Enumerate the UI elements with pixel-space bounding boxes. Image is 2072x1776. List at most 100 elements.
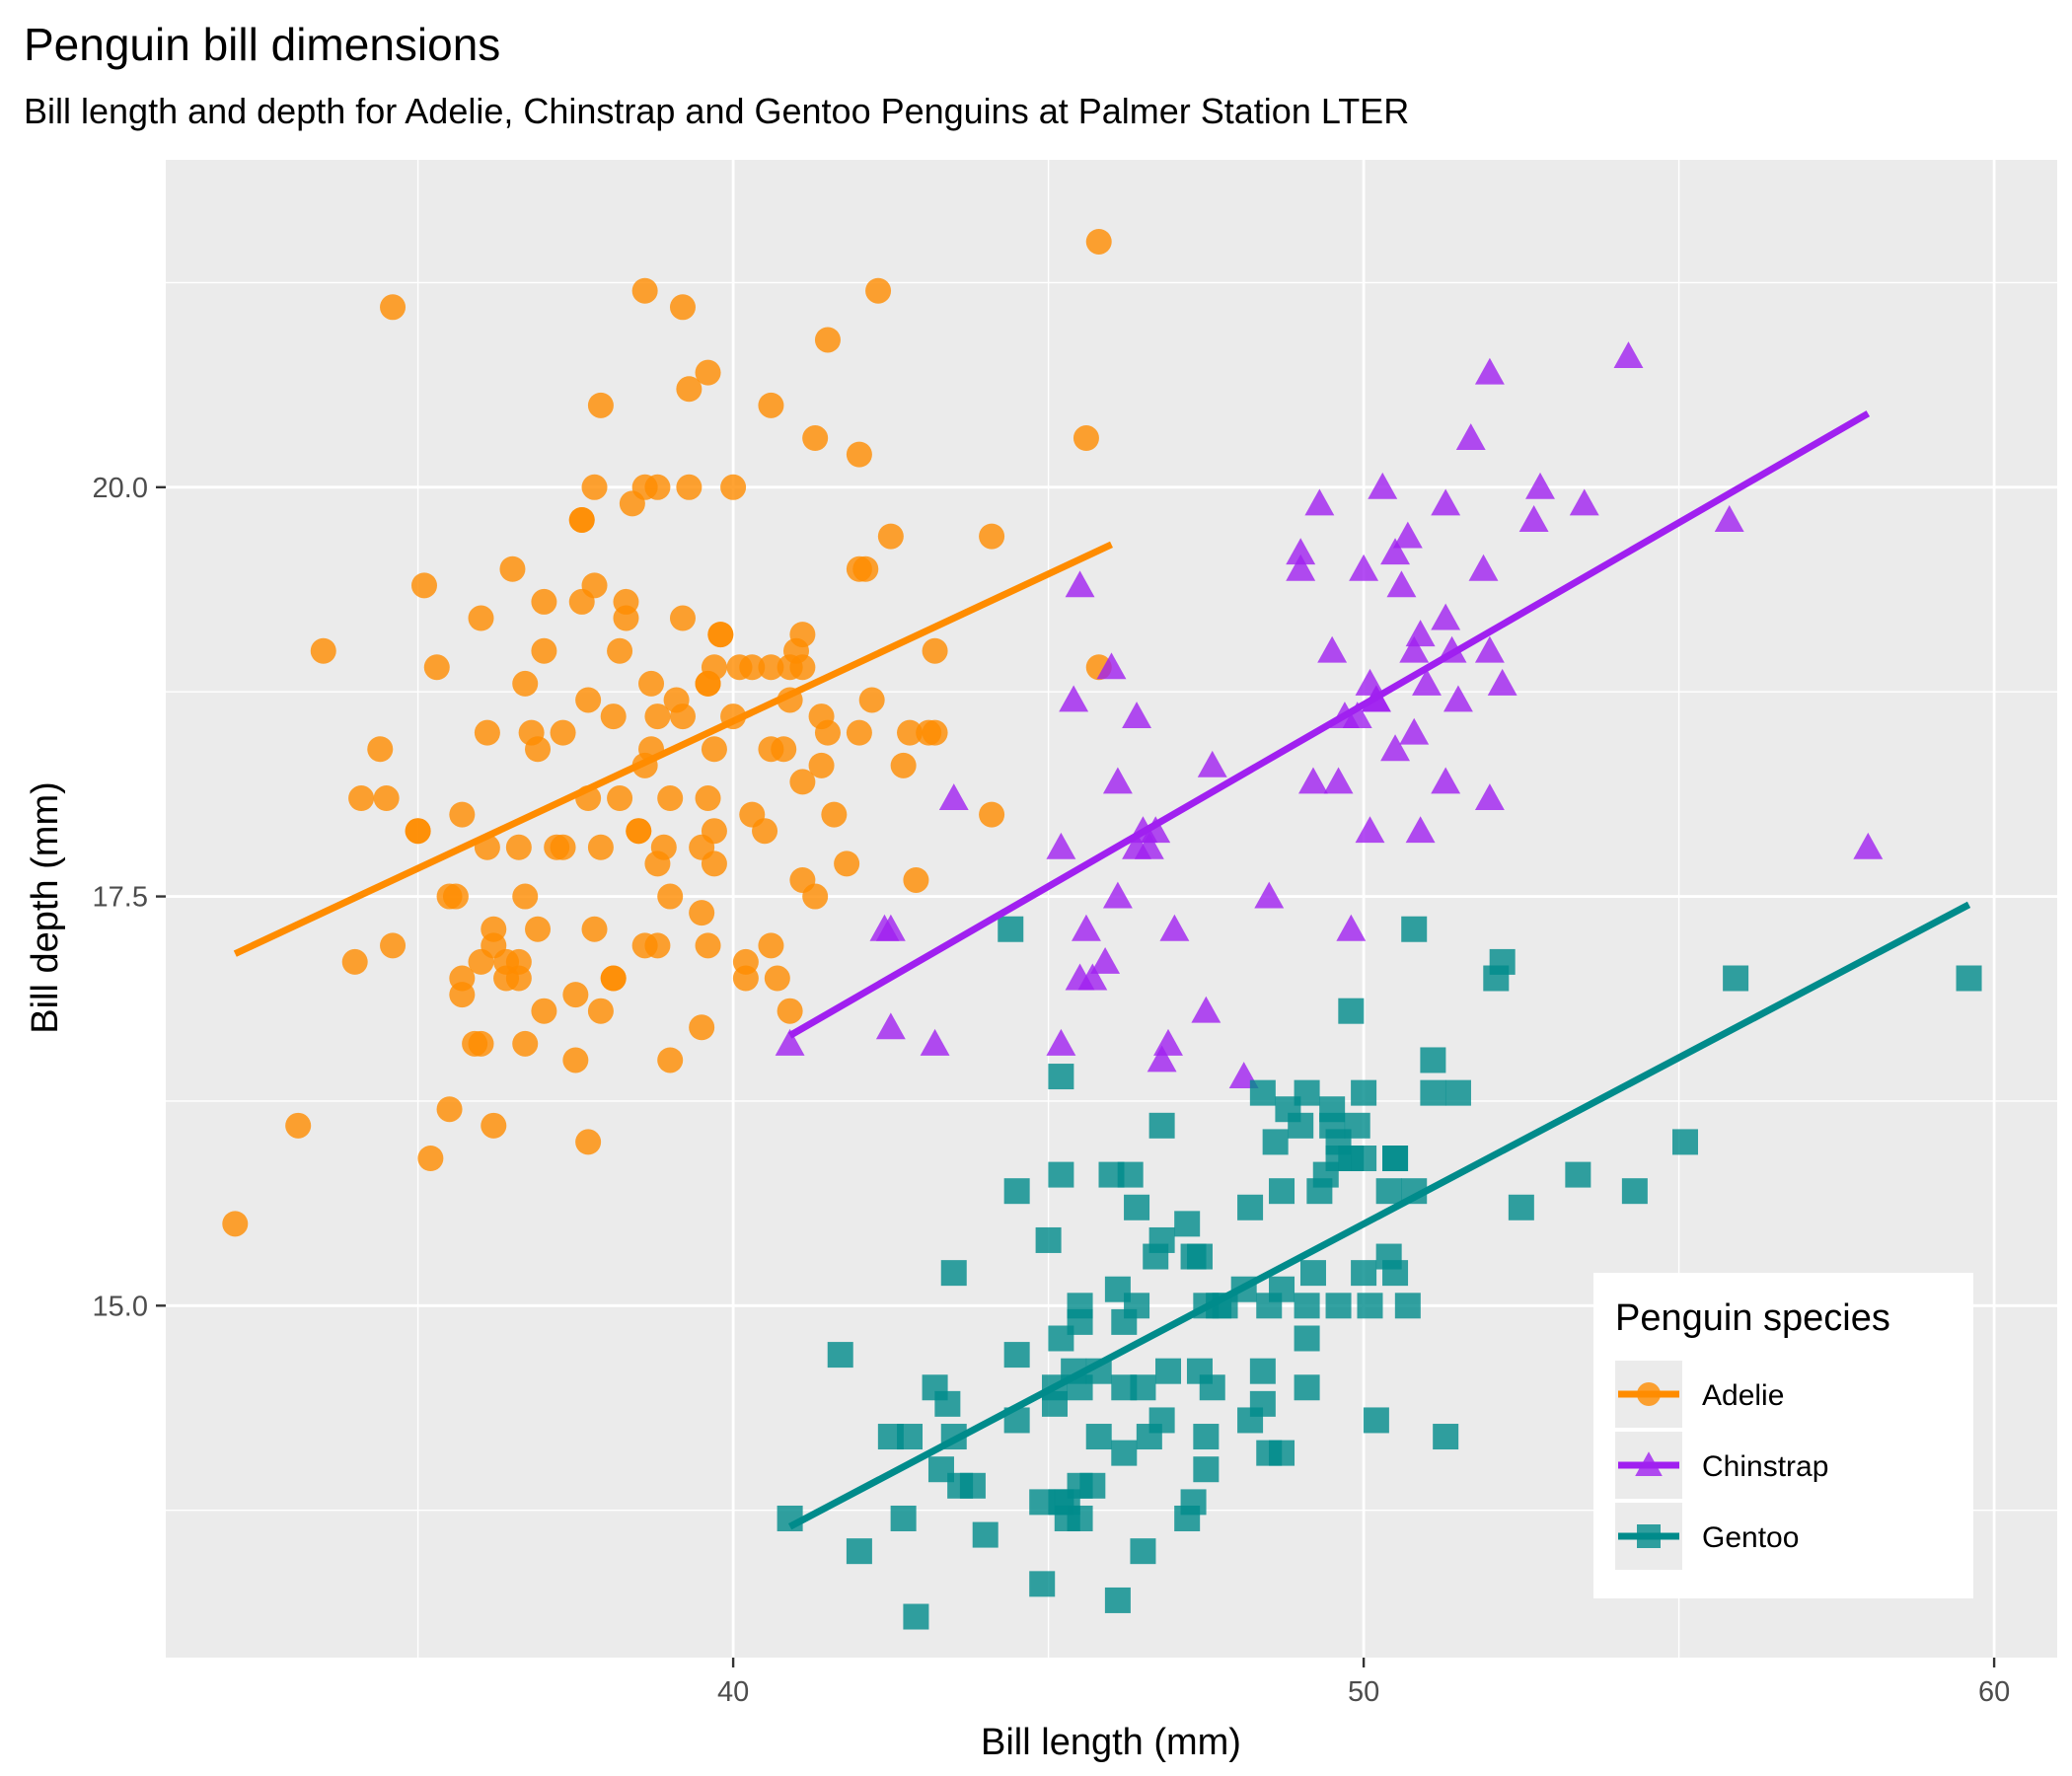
gentoo-point [1621,1178,1648,1205]
gentoo-point [1299,1260,1326,1287]
adelie-point [626,818,652,845]
adelie-point [777,654,803,681]
gentoo-point [1148,1112,1175,1139]
adelie-point [512,883,539,910]
adelie-point [802,425,829,452]
adelie-point [644,851,671,877]
adelie-point [814,327,841,353]
y-axis-label: Bill depth (mm) [25,781,66,1034]
gentoo-point [1351,1079,1377,1106]
gentoo-point [1174,1211,1201,1237]
adelie-point [669,294,696,321]
gentoo-point [1111,1440,1138,1466]
adelie-point [348,785,375,812]
gentoo-point [1382,1260,1409,1287]
adelie-point [644,932,671,959]
legend-label: Adelie [1702,1379,1784,1412]
gentoo-point [903,1603,929,1630]
chinstrap-point [875,914,906,941]
gentoo-point [1003,1178,1030,1205]
gentoo-point [1351,1260,1377,1287]
adelie-point [903,866,929,893]
adelie-point [380,932,407,959]
chinstrap-point [1714,505,1744,532]
legend-marker [1637,1382,1661,1406]
gentoo-point [1319,1096,1346,1123]
adelie-point [695,932,721,959]
adelie-point [777,998,803,1024]
chinstrap-point [1077,963,1108,991]
gentoo-point [1029,1571,1056,1597]
adelie-point [657,883,684,910]
adelie-point [442,883,469,910]
gentoo-point [1079,1472,1106,1499]
gentoo-point [1048,1064,1074,1090]
chinstrap-point [1191,996,1221,1023]
adelie-point [449,801,476,828]
adelie-point [581,474,608,500]
gentoo-point [1723,965,1749,992]
adelie-trend-line [233,541,1113,957]
adelie-point [285,1112,312,1139]
adelie-point [865,277,892,304]
chinstrap-point [1059,685,1089,712]
chinstrap-point [1405,816,1436,844]
adelie-point [821,801,848,828]
gentoo-point [1269,1440,1295,1466]
chinstrap-point [1355,816,1385,844]
gentoo-point [1394,1293,1421,1319]
adelie-point [568,506,595,533]
adelie-point [481,1112,507,1139]
gentoo-point [959,1472,986,1499]
adelie-point [657,785,684,812]
legend-marker [1637,1524,1661,1548]
axes: 40 50 60 15.0 17.5 20.0 [93,473,2011,1708]
y-tick-label: 20.0 [93,473,148,504]
adelie-point [771,736,797,763]
adelie-point [631,277,658,304]
adelie-point [689,900,715,926]
chinstrap-point [1474,357,1505,385]
chinstrap-point [1380,538,1410,565]
legend-item-gentoo: Gentoo [1615,1503,1799,1570]
adelie-point [802,883,829,910]
gentoo-point [1193,1456,1220,1483]
chinstrap-trend-line [787,410,1871,1039]
chinstrap-point [1134,832,1164,859]
adelie-point [877,523,904,550]
legend-marker [1635,1451,1663,1477]
chinstrap-point [1342,702,1372,729]
adelie-point [562,982,589,1008]
gentoo-point [1048,1161,1074,1188]
adelie-point [581,916,608,942]
gentoo-point [1420,1047,1446,1073]
gentoo-point [1401,916,1428,942]
gentoo-point [1269,1178,1295,1205]
gentoo-point [1382,1146,1409,1171]
chinstrap-point [1286,538,1316,565]
gentoo-point [1067,1505,1093,1531]
gentoo-point [1067,1308,1093,1335]
chinstrap-point [1487,668,1517,696]
x-tick-label: 40 [717,1676,749,1708]
gentoo-trend-line [787,901,1971,1530]
chinstrap-point [775,1028,805,1056]
gentoo-point [1249,1358,1276,1384]
gentoo-point [1199,1374,1225,1401]
legend-label: Gentoo [1702,1521,1799,1554]
trend-lines [233,410,1971,1530]
gentoo-point [1288,1112,1314,1139]
adelie-point [600,703,627,730]
adelie-point [474,719,500,746]
adelie-point [512,1030,539,1057]
adelie-point [587,834,614,860]
gentoo-point [1148,1407,1175,1434]
chinstrap-point [1153,1028,1183,1056]
y-tick-label: 17.5 [93,882,148,914]
legend-item-adelie: Adelie [1615,1361,1784,1428]
adelie-point [808,752,835,778]
adelie-point [607,785,633,812]
chinstrap-point [1392,521,1423,549]
x-axis-label: Bill length (mm) [981,1722,1241,1763]
